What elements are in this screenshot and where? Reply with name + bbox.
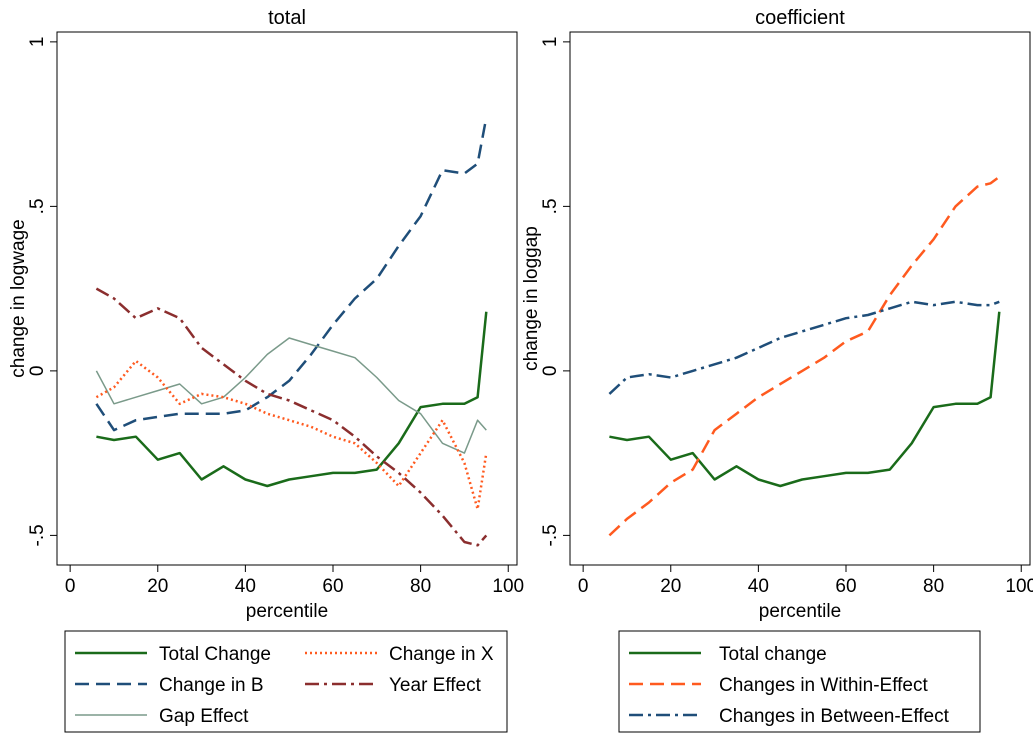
- x-axis-label: percentile: [759, 601, 841, 622]
- series-line-changes-in-between-effect: [608, 300, 1000, 395]
- chart-title: coefficient: [755, 7, 845, 29]
- y-tick-label: -.5: [27, 524, 48, 546]
- x-tick-label: 0: [65, 576, 76, 597]
- series-line-changes-in-within-effect: [608, 175, 1001, 537]
- y-tick-label: .5: [540, 198, 561, 214]
- x-tick-label: 20: [147, 576, 168, 597]
- series-line-total-change: [609, 311, 1001, 488]
- legend-label: Changes in Within-Effect: [719, 675, 928, 696]
- y-tick-label: 1: [27, 37, 48, 48]
- legend-label: Gap Effect: [159, 706, 249, 727]
- x-tick-label: 60: [322, 576, 343, 597]
- plot-frame: [56, 31, 518, 566]
- chart-panel-2: coefficient 0 20 40 60 80 100 -.5 0 .5 1 percentile…: [521, 7, 1033, 733]
- legend-label: Total Change: [159, 644, 271, 665]
- legend-label: Changes in Between-Effect: [719, 706, 950, 727]
- x-axis-label: percentile: [246, 601, 328, 622]
- x-tick-label: 40: [748, 576, 769, 597]
- legend-label: Change in B: [159, 675, 264, 696]
- legend-label: Change in X: [389, 644, 494, 665]
- series-line-year-effect: [95, 287, 488, 547]
- x-tick-label: 100: [492, 576, 524, 597]
- chart-title: total: [268, 7, 306, 29]
- plot-frame: [569, 31, 1031, 566]
- x-tick-label: 0: [578, 576, 589, 597]
- y-tick-label: .5: [27, 198, 48, 214]
- x-tick-label: 60: [835, 576, 856, 597]
- y-tick-label: 0: [27, 366, 48, 377]
- series-line-gap-effect: [95, 337, 487, 454]
- y-axis-label: change in loggap: [521, 226, 542, 371]
- chart-panel-1: total 0 20 40 60 80 100 -.5 0 .5 1 percentile change…: [8, 7, 524, 733]
- series-line-total-change: [96, 311, 488, 488]
- x-tick-label: 20: [660, 576, 681, 597]
- y-tick-label: -.5: [540, 524, 561, 546]
- y-tick-label: 1: [540, 37, 561, 48]
- y-axis-label: change in logwage: [8, 219, 29, 377]
- legend-box: [618, 630, 981, 733]
- x-tick-label: 80: [923, 576, 944, 597]
- x-tick-label: 40: [235, 576, 256, 597]
- legend-label: Total change: [719, 644, 827, 665]
- x-tick-label: 80: [410, 576, 431, 597]
- y-tick-label: 0: [540, 366, 561, 377]
- x-tick-label: 100: [1005, 576, 1033, 597]
- series-line-change-in-x: [95, 359, 488, 511]
- legend-label: Year Effect: [389, 675, 482, 696]
- series-line-change-in-b: [95, 117, 488, 432]
